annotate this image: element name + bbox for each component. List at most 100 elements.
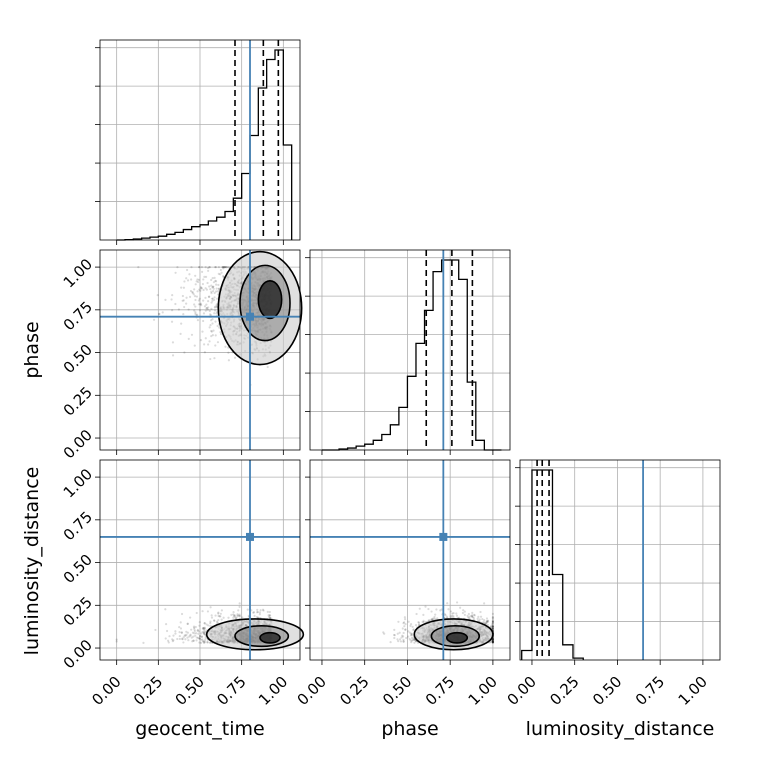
sample-point (190, 333, 194, 336)
panel-frame-luminosity-distance (519, 459, 721, 661)
sample-point (192, 639, 195, 642)
sample-point (185, 302, 188, 305)
sample-point (433, 617, 436, 620)
sample-point (491, 640, 495, 644)
sample-point (212, 290, 215, 293)
sample-point (238, 602, 241, 605)
sample-point (491, 638, 495, 641)
sample-point (222, 265, 225, 269)
sample-point (450, 614, 454, 617)
sample-point (205, 307, 208, 310)
sample-point (238, 605, 241, 608)
sample-point (491, 627, 494, 630)
sample-point (491, 623, 494, 626)
sample-point (194, 283, 197, 286)
sample-point (213, 298, 216, 302)
sample-point (486, 620, 490, 623)
sample-point (393, 636, 396, 640)
sample-point (491, 641, 495, 644)
sample-point (194, 311, 197, 314)
sample-point (217, 283, 220, 287)
xtick-label-luminosity-distance-0: 0.00 (504, 673, 540, 709)
sample-point (485, 620, 488, 623)
sample-point (236, 613, 239, 616)
ytick-label-dist-vs-geocent-0: 0.00 (60, 636, 96, 672)
sample-point (200, 635, 204, 638)
sample-point (214, 344, 217, 347)
sample-point (204, 275, 208, 278)
sample-point (439, 609, 442, 612)
ytick-label-phase-vs-geocent-0: 0.00 (60, 426, 96, 462)
sample-point (193, 628, 196, 631)
sample-point (211, 285, 215, 288)
xtick-label-dist-vs-phase-4: 1.00 (465, 673, 501, 709)
sample-point (217, 287, 221, 290)
sample-point (203, 351, 206, 354)
sample-point (200, 287, 204, 290)
sample-point (200, 287, 203, 290)
sample-point (455, 614, 459, 617)
sample-point (491, 640, 495, 644)
sample-point (209, 624, 212, 628)
sample-point (452, 612, 455, 615)
sample-point (199, 338, 203, 342)
sample-point (452, 616, 455, 619)
sample-point (194, 274, 197, 277)
panel-frame-phase (309, 249, 511, 451)
sample-point (421, 620, 424, 624)
sample-point (193, 303, 196, 306)
sample-point (427, 607, 430, 611)
sample-point (185, 277, 188, 280)
sample-point (198, 265, 201, 269)
sample-point (203, 632, 206, 636)
sample-point (202, 641, 206, 644)
sample-point (202, 631, 205, 634)
sample-point (189, 289, 193, 293)
sample-point (187, 337, 190, 340)
sample-point (470, 615, 473, 618)
sample-point (178, 634, 181, 638)
sample-point (217, 265, 221, 269)
sample-point (471, 614, 474, 617)
sample-point (181, 637, 184, 640)
sample-point (469, 614, 472, 618)
sample-point (211, 334, 214, 337)
sample-point (210, 284, 213, 287)
sample-point (202, 626, 205, 630)
sample-point (210, 614, 213, 617)
sample-point (227, 351, 230, 354)
sample-point (174, 632, 177, 635)
sample-point (471, 615, 474, 619)
sample-point (491, 616, 495, 619)
sample-point (408, 637, 411, 640)
sample-point (221, 265, 224, 269)
sample-point (491, 620, 495, 623)
sample-point (205, 288, 208, 291)
sample-point (211, 297, 214, 300)
xtick-label-luminosity-distance-2: 0.50 (589, 673, 625, 709)
sample-point (202, 278, 205, 281)
x-label-luminosity-distance: luminosity_distance (526, 718, 715, 740)
sample-point (430, 610, 433, 613)
ytick-label-phase-vs-geocent-1: 0.25 (60, 383, 96, 419)
sample-point (267, 614, 270, 617)
sample-point (194, 634, 197, 637)
sample-point (452, 614, 455, 618)
sample-point (217, 612, 220, 615)
sample-point (176, 265, 179, 269)
sample-point (202, 631, 206, 634)
sample-point (210, 616, 214, 619)
sample-point (477, 615, 480, 618)
sample-point (484, 622, 487, 625)
sample-point (404, 628, 407, 631)
sample-point (203, 343, 206, 346)
sample-point (216, 324, 219, 328)
sample-point (182, 299, 185, 302)
sample-point (256, 610, 260, 614)
sample-point (209, 622, 212, 625)
sample-point (411, 638, 414, 642)
sample-point (428, 619, 431, 622)
sample-point (410, 632, 413, 635)
sample-point (491, 638, 495, 641)
sample-point (232, 614, 236, 618)
